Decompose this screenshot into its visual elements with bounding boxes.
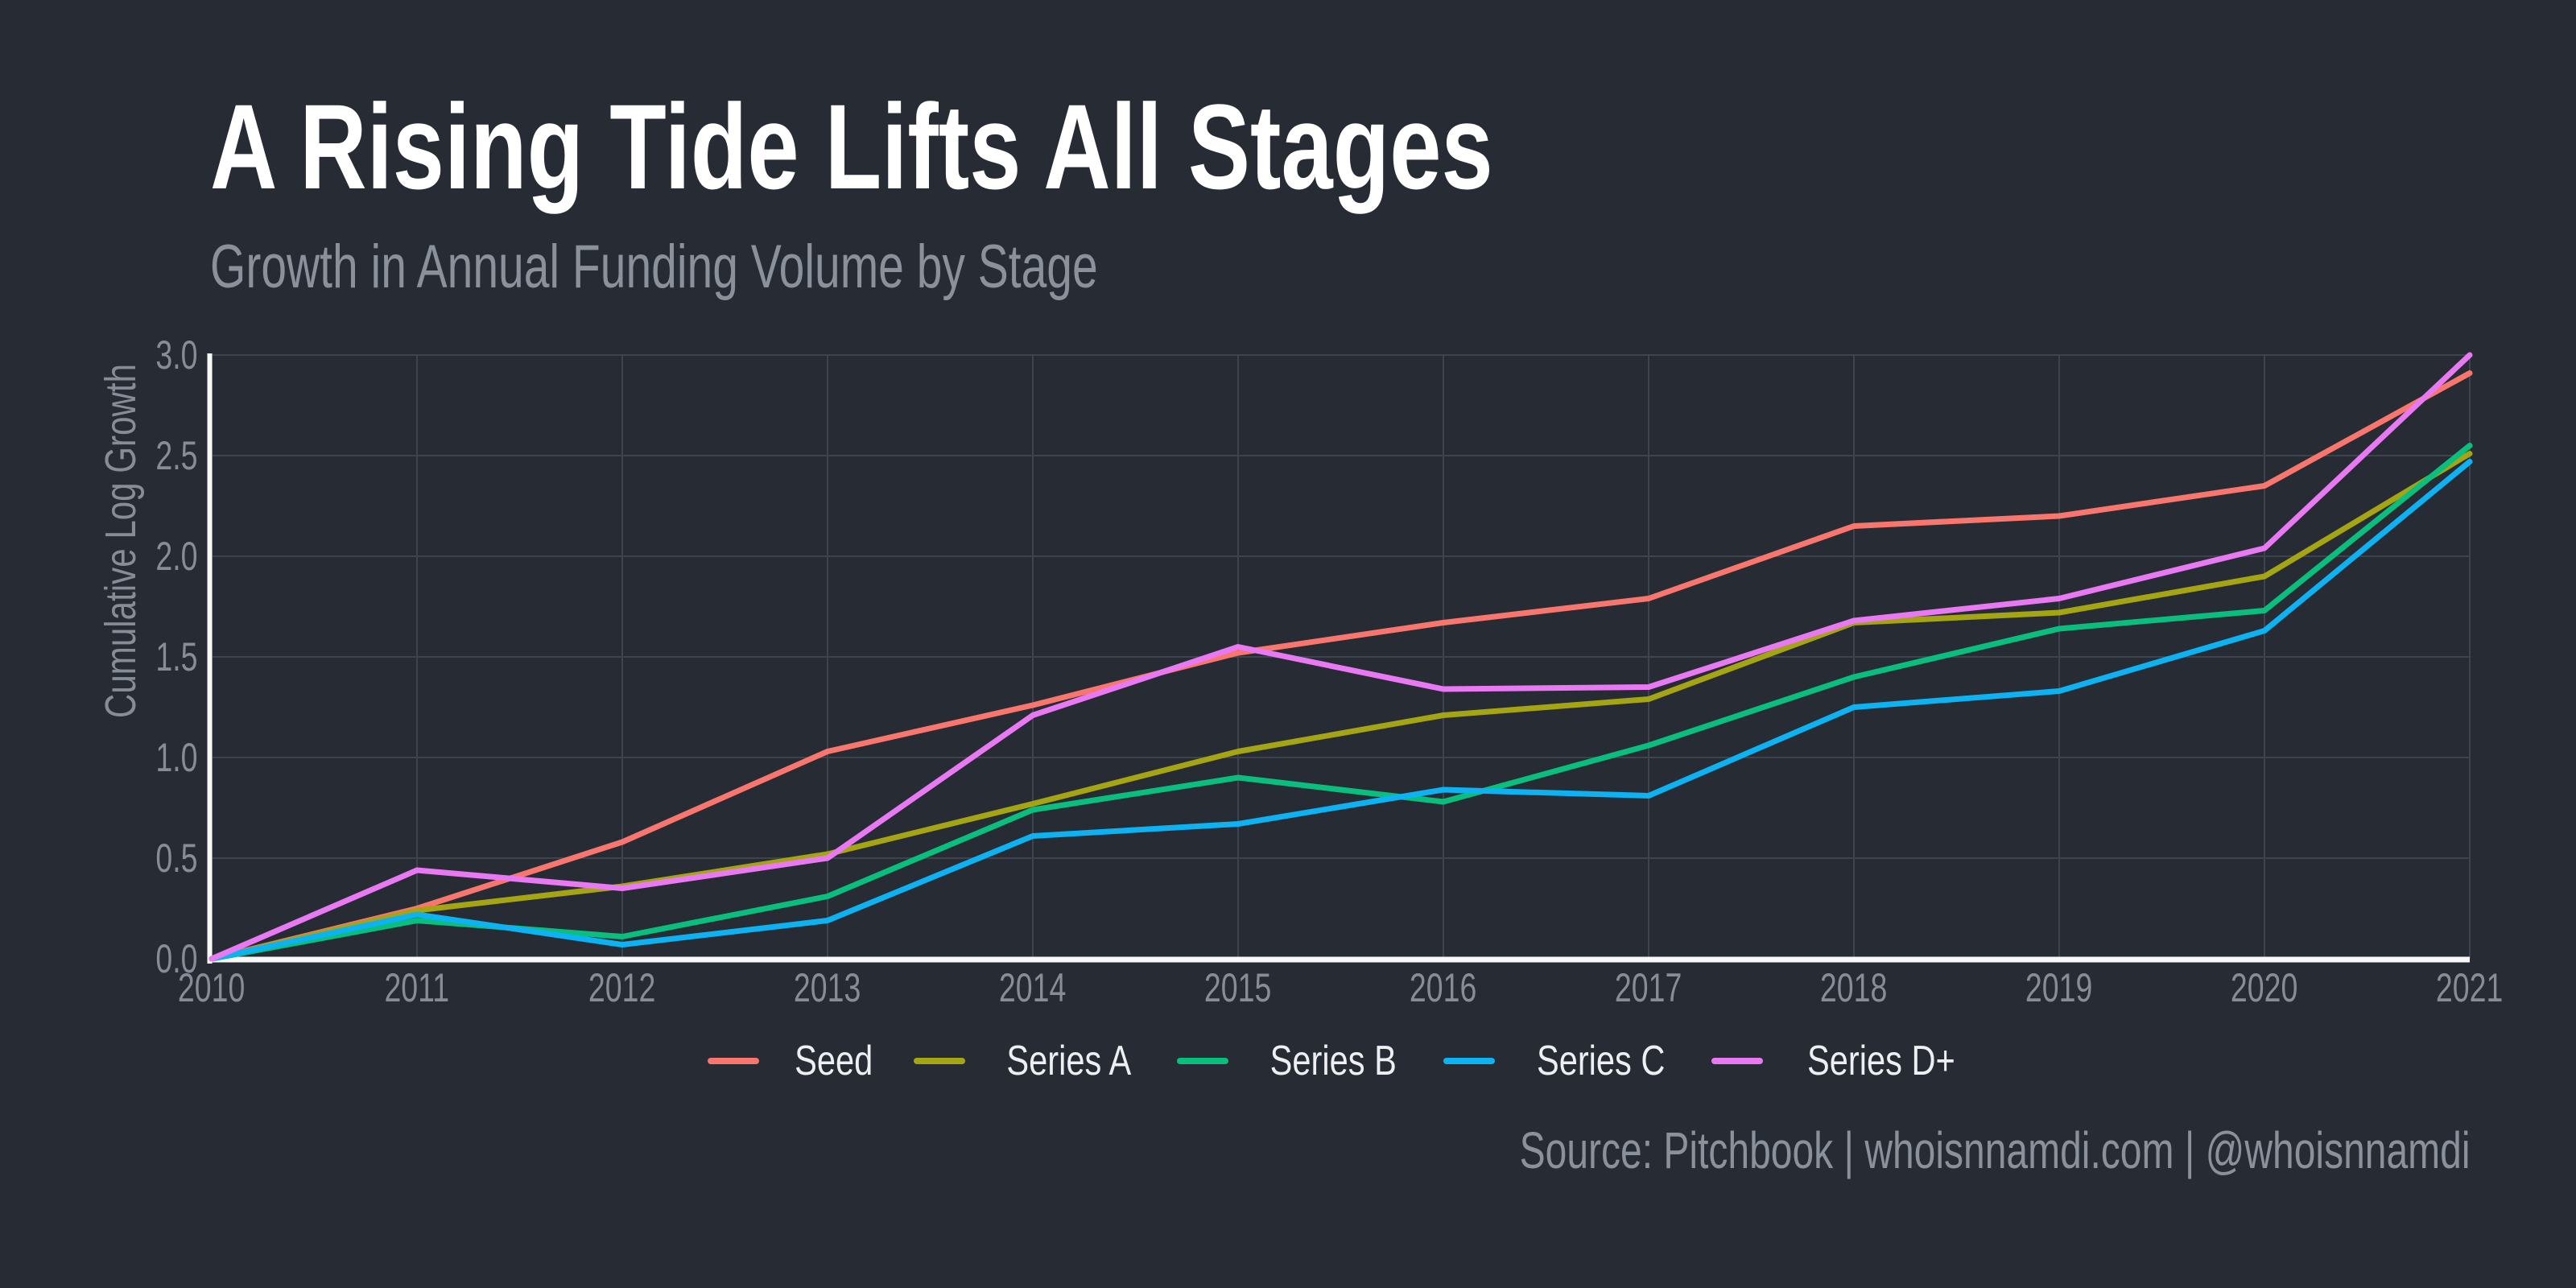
legend-label: Series D+ — [1789, 1037, 1974, 1085]
x-tick-label: 2012 — [526, 964, 719, 1012]
x-tick-label-text: 2015 — [1204, 965, 1272, 1010]
x-tick-label-text: 2019 — [2025, 965, 2093, 1010]
y-axis-title-text: Cumulative Log Growth — [97, 363, 145, 719]
x-axis-line — [207, 956, 2470, 963]
x-tick-label: 2015 — [1141, 964, 1335, 1012]
y-tick-label-text: 3.0 — [155, 332, 198, 378]
x-tick-label-text: 2013 — [794, 965, 861, 1010]
y-tick-label-text: 1.0 — [155, 735, 198, 780]
source-caption: Source: Pitchbook | whoisnnamdi.com | @w… — [1203, 1121, 2470, 1180]
legend-label: Series B — [1254, 1037, 1413, 1085]
x-tick-label-text: 2018 — [1820, 965, 1888, 1010]
chart-title-text: A Rising Tide Lifts All Stages — [210, 79, 1493, 214]
y-tick-label-text: 1.5 — [155, 634, 198, 679]
x-tick-label-text: 2017 — [1615, 965, 1682, 1010]
y-tick-label: 0.5 — [21, 834, 198, 882]
legend-label-text: Series B — [1269, 1038, 1397, 1084]
y-tick-label-text: 0.0 — [155, 936, 198, 981]
legend-label-text: Series A — [1005, 1038, 1131, 1084]
y-tick-label-text: 2.0 — [155, 534, 198, 579]
legend-label-text: Series C — [1536, 1038, 1666, 1084]
legend-item-series-b: Series B — [1177, 1037, 1413, 1085]
series-line-seed — [208, 370, 2473, 962]
x-tick-label: 2016 — [1347, 964, 1540, 1012]
legend-label: Series A — [991, 1037, 1147, 1085]
y-tick-label: 2.5 — [21, 431, 198, 480]
x-tick-label: 2010 — [115, 964, 308, 1012]
y-tick-label: 3.0 — [21, 331, 198, 379]
y-tick-label-text: 0.5 — [155, 836, 198, 881]
y-tick-label: 1.5 — [21, 633, 198, 681]
x-tick-label-text: 2021 — [2436, 965, 2504, 1010]
x-tick-label-text: 2014 — [999, 965, 1067, 1010]
legend-item-series-c: Series C — [1443, 1037, 1681, 1085]
x-tick-label-text: 2011 — [384, 965, 450, 1010]
legend-swatch — [708, 1058, 760, 1064]
source-caption-text: Source: Pitchbook | whoisnnamdi.com | @w… — [1519, 1121, 2470, 1179]
legend-item-seed: Seed — [708, 1037, 882, 1085]
x-tick-label: 2017 — [1552, 964, 1745, 1012]
series-line-series-b — [208, 443, 2473, 962]
legend-swatch — [1711, 1058, 1764, 1064]
chart-subtitle: Growth in Annual Funding Volume by Stage — [210, 233, 1393, 301]
series-line-series-a — [208, 451, 2473, 962]
x-tick-label-text: 2010 — [178, 965, 246, 1010]
legend-label-text: Seed — [795, 1038, 873, 1084]
x-tick-label: 2011 — [320, 964, 514, 1012]
x-tick-label: 2020 — [2168, 964, 2361, 1012]
x-tick-label: 2021 — [2373, 964, 2566, 1012]
y-tick-label: 2.0 — [21, 532, 198, 580]
x-tick-label: 2013 — [731, 964, 924, 1012]
legend-label: Series C — [1521, 1037, 1681, 1085]
legend-swatch — [913, 1058, 965, 1064]
legend-swatch — [1443, 1058, 1495, 1064]
series-line-series-c — [208, 459, 2473, 962]
y-tick-label: 1.0 — [21, 733, 198, 782]
x-tick-label: 2018 — [1757, 964, 1951, 1012]
chart-legend: Seed Series A Series B Series C Series D+ — [212, 1034, 2470, 1088]
y-axis-line — [207, 353, 213, 964]
legend-label: Seed — [785, 1037, 882, 1085]
chart-subtitle-text: Growth in Annual Funding Volume by Stage — [210, 233, 1098, 301]
y-tick-label-text: 2.5 — [155, 433, 198, 478]
legend-swatch — [1177, 1058, 1229, 1064]
y-tick-label: 0.0 — [21, 935, 198, 983]
chart-title: A Rising Tide Lifts All Stages — [210, 80, 1876, 213]
legend-item-series-d-: Series D+ — [1711, 1037, 1974, 1085]
series-line-series-d- — [208, 352, 2473, 962]
x-tick-label-text: 2016 — [1410, 965, 1477, 1010]
x-tick-label: 2019 — [1963, 964, 2156, 1012]
legend-item-series-a: Series A — [913, 1037, 1147, 1085]
legend-label-text: Series D+ — [1807, 1038, 1955, 1084]
x-tick-label: 2014 — [936, 964, 1129, 1012]
x-tick-label-text: 2020 — [2231, 965, 2298, 1010]
x-tick-label-text: 2012 — [588, 965, 656, 1010]
